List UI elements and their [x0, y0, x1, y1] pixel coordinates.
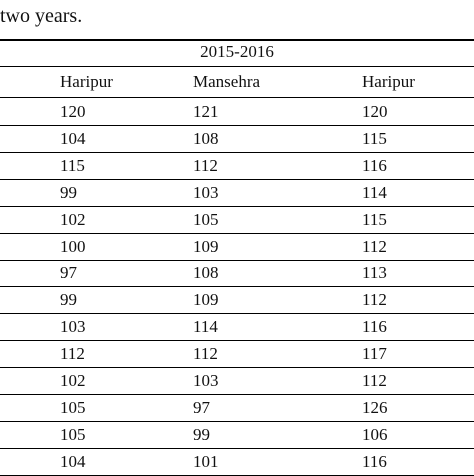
- cell: 105: [60, 397, 86, 417]
- cell: 105: [193, 209, 219, 229]
- cell: 108: [193, 263, 219, 283]
- rule: [0, 206, 474, 207]
- rule: [0, 260, 474, 261]
- rule: [0, 233, 474, 234]
- cell: 102: [60, 209, 86, 229]
- caption: two years.: [0, 5, 83, 27]
- cell: 112: [193, 344, 218, 364]
- cell: 100: [60, 236, 86, 256]
- cell: 104: [60, 128, 86, 148]
- rule: [0, 125, 474, 126]
- cell: 108: [193, 128, 219, 148]
- cell: 115: [60, 155, 85, 175]
- cell: 112: [362, 290, 387, 310]
- top-rule: [0, 39, 474, 41]
- rule: [0, 394, 474, 395]
- cell: 116: [362, 155, 387, 175]
- rule: [0, 286, 474, 287]
- rule: [0, 448, 474, 449]
- cell: 104: [60, 451, 86, 471]
- cell: 103: [60, 317, 86, 337]
- cell: 97: [193, 397, 210, 417]
- cell: 109: [193, 290, 219, 310]
- rule: [0, 179, 474, 180]
- rule: [0, 313, 474, 314]
- column-header: Haripur: [362, 72, 415, 91]
- cell: 114: [362, 182, 387, 202]
- rule: [0, 66, 474, 67]
- group-header: 2015-2016: [200, 42, 274, 61]
- cell: 116: [362, 451, 387, 471]
- cell: 115: [362, 209, 387, 229]
- cell: 120: [362, 102, 388, 121]
- rule: [0, 340, 474, 341]
- cell: 120: [60, 102, 86, 121]
- cell: 112: [362, 236, 387, 256]
- cell: 112: [193, 155, 218, 175]
- cell: 116: [362, 317, 387, 337]
- cell: 121: [193, 102, 219, 121]
- rule: [0, 367, 474, 368]
- cell: 99: [60, 290, 77, 310]
- cell: 115: [362, 128, 387, 148]
- rule: [0, 421, 474, 422]
- cell: 105: [60, 424, 86, 444]
- column-header: Haripur: [60, 72, 113, 91]
- cell: 117: [362, 344, 387, 364]
- rule: [0, 152, 474, 153]
- cell: 103: [193, 371, 219, 390]
- cell: 99: [193, 424, 210, 444]
- cell: 113: [362, 263, 387, 283]
- rule: [0, 97, 474, 98]
- cell: 112: [60, 344, 85, 364]
- cell: 126: [362, 397, 388, 417]
- column-header: Mansehra: [193, 72, 261, 91]
- cell: 97: [60, 263, 77, 283]
- cell: 114: [193, 317, 218, 337]
- cell: 103: [193, 182, 219, 202]
- cell: 112: [362, 371, 387, 390]
- cell: 99: [60, 182, 77, 202]
- cell: 102: [60, 371, 86, 390]
- cell: 109: [193, 236, 219, 256]
- cell: 101: [193, 451, 219, 471]
- cell: 106: [362, 424, 388, 444]
